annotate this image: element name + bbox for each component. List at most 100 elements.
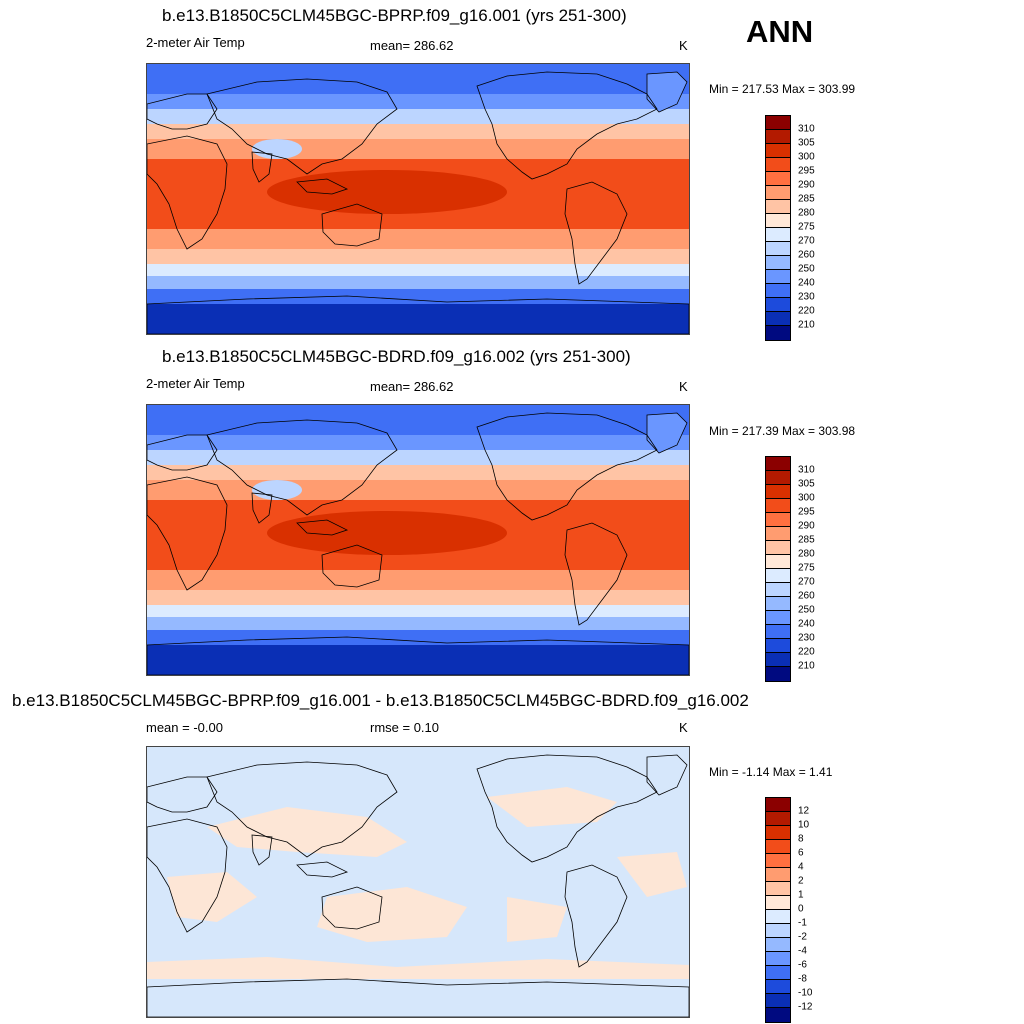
coastline-south-america	[564, 181, 628, 285]
colorbar-segment	[766, 597, 790, 611]
panel-1-units: K	[679, 38, 688, 53]
panel-2-minmax: Min = 217.39 Max = 303.98	[709, 424, 856, 438]
colorbar-segment	[766, 896, 790, 910]
colorbar-segment	[766, 186, 790, 200]
colorbar-tick-label: 295	[798, 165, 815, 177]
colorbar-segment	[766, 130, 790, 144]
colorbar-tick-label: 240	[798, 618, 815, 630]
colorbar-segment	[766, 882, 790, 896]
colorbar-tick-label: 240	[798, 277, 815, 289]
colorbar-tick-label: 305	[798, 137, 815, 149]
colorbar-segment	[766, 611, 790, 625]
colorbar-tick-label: 1	[798, 889, 804, 901]
colorbar-tick-label: -1	[798, 917, 807, 929]
colorbar-tick-label: 0	[798, 903, 804, 915]
coastline-africa	[147, 818, 228, 933]
colorbar-tick-label: -4	[798, 945, 807, 957]
colorbar-segment	[766, 242, 790, 256]
colorbar-tick-label: 295	[798, 506, 815, 518]
coastline-antarctica	[147, 978, 689, 1017]
colorbar-segment	[766, 499, 790, 513]
colorbar-segment	[766, 527, 790, 541]
colorbar-segment	[766, 938, 790, 952]
panel-2-mean-label: mean= 286.62	[370, 379, 454, 394]
coastline-africa	[147, 135, 228, 250]
colorbar-tick-label: 270	[798, 576, 815, 588]
colorbar-segment	[766, 471, 790, 485]
colorbar-segment	[766, 840, 790, 854]
greenland	[646, 71, 688, 113]
colorbar-tick-label: 10	[798, 819, 810, 831]
coastline-australia	[321, 886, 383, 930]
coastline-europe	[147, 93, 218, 130]
panel-1-colorbar	[765, 115, 791, 341]
colorbar-segment	[766, 144, 790, 158]
colorbar-segment	[766, 625, 790, 639]
colorbar-tick-label: 290	[798, 520, 815, 532]
panel-1-map	[146, 63, 690, 335]
colorbar-segment	[766, 868, 790, 882]
season-label: ANN	[746, 14, 814, 49]
positive-anomaly-patch-5	[147, 957, 689, 979]
colorbar-segment	[766, 270, 790, 284]
colorbar-tick-label: 280	[798, 548, 815, 560]
temperature-field-0	[147, 64, 689, 334]
panel-3-units: K	[679, 720, 688, 735]
coastline-indonesia	[296, 519, 349, 536]
coastline-asia	[206, 761, 398, 858]
colorbar-tick-label: 2	[798, 875, 804, 887]
colorbar-tick-label: 275	[798, 221, 815, 233]
colorbar-tick-label: 230	[798, 632, 815, 644]
colorbar-segment	[766, 541, 790, 555]
coastline-india	[251, 492, 273, 524]
coastline-indonesia	[296, 861, 349, 878]
colorbar-tick-label: -8	[798, 973, 807, 985]
coastline-south-america	[564, 522, 628, 626]
panel-1-mean-label: mean= 286.62	[370, 38, 454, 53]
colorbar-tick-label: -6	[798, 959, 807, 971]
colorbar-segment	[766, 653, 790, 667]
panel-1-title: b.e13.B1850C5CLM45BGC-BPRP.f09_g16.001 (…	[162, 6, 627, 25]
positive-anomaly-patch-3	[487, 787, 617, 827]
colorbar-segment	[766, 116, 790, 130]
panel-2-colorbar	[765, 456, 791, 682]
coastline-antarctica	[147, 295, 689, 334]
coastline-asia	[206, 419, 398, 516]
panel-2-map	[146, 404, 690, 676]
coastline-india	[251, 834, 273, 866]
greenland	[646, 412, 688, 454]
difference-field	[147, 747, 689, 1017]
colorbar-tick-label: 305	[798, 478, 815, 490]
colorbar-segment	[766, 326, 790, 340]
colorbar-segment	[766, 457, 790, 471]
panel-3-map	[146, 746, 690, 1018]
panel-3-minmax: Min = -1.14 Max = 1.41	[709, 765, 833, 779]
panel-1-minmax: Min = 217.53 Max = 303.99	[709, 82, 856, 96]
colorbar-tick-label: 260	[798, 590, 815, 602]
panel-3-colorbar	[765, 797, 791, 1023]
colorbar-tick-label: 285	[798, 193, 815, 205]
colorbar-tick-label: 275	[798, 562, 815, 574]
coastline-africa	[147, 476, 228, 591]
panel-2-variable-label: 2-meter Air Temp	[146, 376, 245, 391]
colorbar-segment	[766, 952, 790, 966]
colorbar-segment	[766, 910, 790, 924]
colorbar-segment	[766, 298, 790, 312]
coastline-north-america	[476, 412, 658, 521]
coastline-asia	[206, 78, 398, 175]
colorbar-segment	[766, 555, 790, 569]
colorbar-segment	[766, 256, 790, 270]
colorbar-segment	[766, 980, 790, 994]
panel-2-title: b.e13.B1850C5CLM45BGC-BDRD.f09_g16.002 (…	[162, 347, 631, 366]
coastline-indonesia	[296, 178, 349, 195]
positive-anomaly-patch-2	[317, 887, 467, 942]
colorbar-tick-label: 220	[798, 646, 815, 658]
colorbar-segment	[766, 228, 790, 242]
colorbar-tick-label: -10	[798, 987, 813, 999]
colorbar-segment	[766, 826, 790, 840]
colorbar-tick-label: 6	[798, 847, 804, 859]
colorbar-segment	[766, 485, 790, 499]
warm-pool	[267, 170, 507, 214]
colorbar-segment	[766, 583, 790, 597]
colorbar-segment	[766, 667, 790, 681]
